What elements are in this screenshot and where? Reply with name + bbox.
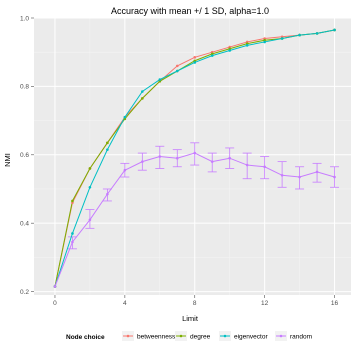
- eigenvector-point: [141, 90, 144, 93]
- eigenvector-point: [193, 61, 197, 64]
- random-point: [71, 240, 74, 244]
- legend-key-point-betweenness: [126, 334, 130, 338]
- eigenvector-point: [298, 33, 301, 37]
- tick-layer: 0 4 8 12 16 0.2 0.4 0.6 0.8 1.0: [20, 15, 339, 307]
- eigenvector-point: [106, 148, 109, 151]
- data-layer: [53, 28, 340, 288]
- x-axis-title: Limit: [182, 314, 199, 323]
- degree-point: [141, 97, 144, 100]
- x-tick-label: 4: [123, 300, 127, 307]
- betweenness-point: [193, 56, 197, 59]
- y-tick-label: 0.8: [20, 84, 29, 91]
- random-point: [175, 156, 179, 160]
- y-tick-label: 0.6: [20, 152, 29, 159]
- plot-panel: [34, 18, 351, 295]
- random-point: [298, 175, 301, 179]
- legend-label-eigenvector: eigenvector: [234, 333, 268, 340]
- random-point: [263, 165, 266, 169]
- legend: Node choice betweenness degree eigenvector…: [66, 331, 312, 341]
- legend-key-point-eigenvector: [223, 334, 227, 338]
- eigenvector-point: [88, 185, 92, 189]
- random-point: [228, 156, 231, 160]
- eigenvector-point: [123, 115, 127, 119]
- x-tick-label: 12: [261, 300, 269, 307]
- random-point: [141, 160, 144, 163]
- legend-title: Node choice: [66, 334, 105, 341]
- random-point: [280, 174, 284, 177]
- eigenvector-point: [245, 44, 249, 47]
- legend-key-point-random: [279, 334, 283, 338]
- chart-title: Accuracy with mean +/ 1 SD, alpha=1.0: [111, 6, 269, 16]
- degree-point: [88, 167, 92, 170]
- eigenvector-point: [263, 40, 266, 44]
- random-point: [333, 175, 336, 179]
- eigenvector-point: [71, 232, 74, 235]
- x-tick-label: 8: [193, 300, 197, 307]
- betweenness-point: [175, 64, 179, 68]
- y-tick-label: 0.4: [20, 220, 29, 227]
- random-point: [158, 155, 162, 158]
- eigenvector-point: [315, 32, 319, 35]
- random-point: [123, 168, 127, 172]
- eigenvector-point: [333, 28, 336, 32]
- legend-label-betweenness: betweenness: [137, 333, 176, 340]
- y-tick-label: 1.0: [20, 15, 29, 22]
- eigenvector-point: [210, 54, 214, 57]
- eigenvector-point: [158, 78, 162, 81]
- random-point: [193, 151, 197, 155]
- random-point: [53, 285, 57, 288]
- degree-point: [71, 199, 74, 203]
- random-point: [88, 218, 92, 222]
- legend-label-degree: degree: [190, 333, 211, 340]
- random-point: [210, 160, 214, 163]
- x-tick-label: 0: [53, 300, 57, 307]
- grid-layer: [34, 17, 351, 295]
- random-point: [245, 163, 249, 167]
- random-point: [315, 170, 319, 174]
- eigenvector-point: [228, 49, 231, 52]
- legend-label-random: random: [290, 333, 312, 340]
- degree-point: [106, 141, 109, 145]
- y-axis-title: NMI: [3, 153, 12, 167]
- legend-key-point-degree: [179, 334, 183, 338]
- eigenvector-point: [280, 37, 284, 40]
- y-tick-label: 0.2: [20, 289, 29, 296]
- eigenvector-point: [175, 69, 179, 73]
- random-point: [106, 192, 109, 196]
- x-tick-label: 16: [331, 300, 339, 307]
